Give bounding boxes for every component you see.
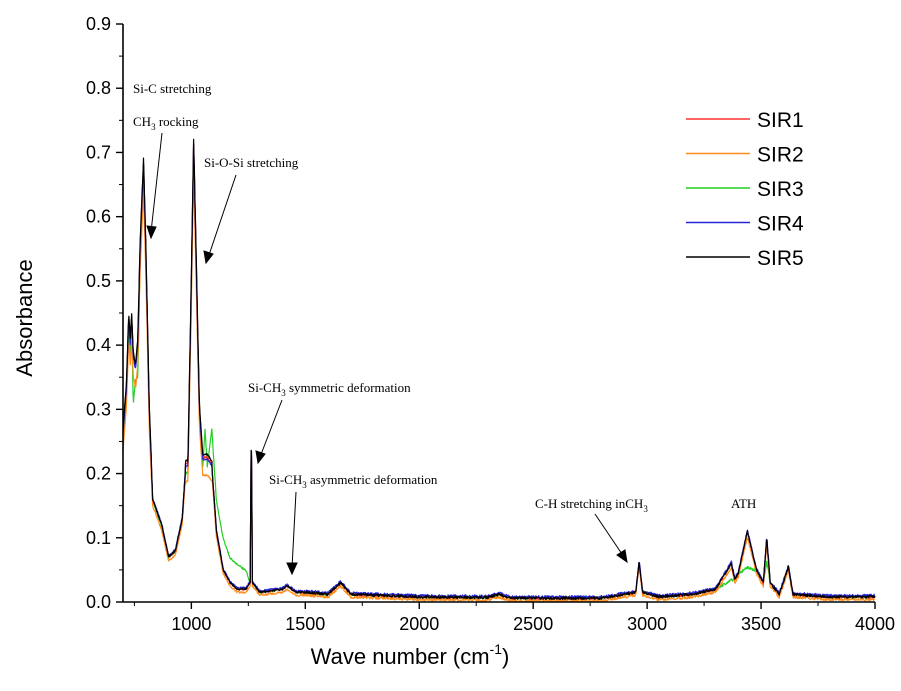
x-tick-label: 3000 xyxy=(627,614,667,634)
x-tick-label: 2500 xyxy=(513,614,553,634)
x-tick-label: 1500 xyxy=(285,614,325,634)
legend: SIR1 SIR2 SIR3 SIR4 SIR5 xyxy=(686,109,804,270)
annotation-ath: ATH xyxy=(731,496,756,511)
annotation-si-ch3-asym: Si-CH3 asymmetric deformation xyxy=(269,472,438,490)
arrow-si-ch3-asym xyxy=(291,491,297,569)
y-axis-title: Absorbance xyxy=(12,259,37,376)
y-tick-label: 0.8 xyxy=(86,78,111,98)
y-tick-label: 0.9 xyxy=(86,14,111,34)
annotations: Si-C stretching CH3 rocking Si-O-Si stre… xyxy=(133,81,756,576)
arrowhead-si-ch3-sym xyxy=(255,450,266,465)
legend-label-sir4: SIR4 xyxy=(757,213,804,236)
arrow-si-ch3-sym xyxy=(259,399,283,458)
annotation-ch-stretching-sub: 3 xyxy=(643,504,648,514)
arrowhead-si-o-si xyxy=(203,250,214,265)
series-line-sir2 xyxy=(122,172,876,603)
annotation-ch-stretching: C-H stretching inCH3 xyxy=(535,496,648,514)
annotation-ch3-rocking-sub: 3 xyxy=(151,122,156,132)
arrow-ch-stretching xyxy=(594,513,625,558)
legend-label-sir2: SIR2 xyxy=(757,144,804,167)
x-axis-title-sup: -1 xyxy=(490,641,503,657)
x-axis-title-main: Wave number (cm xyxy=(311,644,490,669)
y-ticks: 0.0 0.1 0.2 0.3 0.4 0.5 0.6 0.7 0.8 0.9 xyxy=(86,14,123,612)
annotation-si-c: Si-C stretching xyxy=(133,81,212,96)
arrow-si-o-si xyxy=(207,174,237,259)
annotation-si-ch3-asym-main: Si-CH xyxy=(269,472,302,487)
x-tick-label: 4000 xyxy=(855,614,895,634)
annotation-ch3-rocking: CH3 rocking xyxy=(133,114,199,132)
annotation-si-ch3-sym-rest: symmetric deformation xyxy=(286,380,411,395)
y-tick-label: 0.5 xyxy=(86,271,111,291)
y-tick-label: 0.3 xyxy=(86,399,111,419)
legend-label-sir3: SIR3 xyxy=(757,178,804,201)
y-tick-label: 0.7 xyxy=(86,142,111,162)
annotation-si-ch3-asym-sub: 3 xyxy=(302,480,307,490)
arrowhead-ch3-rocking xyxy=(146,225,157,240)
legend-label-sir1: SIR1 xyxy=(757,109,804,132)
annotation-arrows xyxy=(146,132,628,576)
y-tick-label: 0.6 xyxy=(86,207,111,227)
annotation-si-ch3-asym-rest: asymmetric deformation xyxy=(307,472,438,487)
y-tick-label: 0.0 xyxy=(86,592,111,612)
y-tick-label: 0.4 xyxy=(86,335,111,355)
y-tick-label: 0.2 xyxy=(86,464,111,484)
annotation-si-ch3-sym-main: Si-CH xyxy=(248,380,281,395)
annotation-ch-stretching-main: C-H stretching inCH xyxy=(535,496,643,511)
annotation-ch3-rocking-rest: rocking xyxy=(156,114,199,129)
annotation-si-ch3-sym-sub: 3 xyxy=(281,388,286,398)
arrow-ch3-rocking xyxy=(150,132,163,233)
x-axis-title-end: ) xyxy=(502,644,509,669)
series-line-sir5 xyxy=(122,138,876,600)
arrowhead-si-ch3-asym xyxy=(286,562,298,576)
x-ticks: 1000 1500 2000 2500 3000 3500 4000 xyxy=(133,602,895,634)
x-tick-label: 1000 xyxy=(171,614,211,634)
series-layer xyxy=(122,138,876,603)
x-axis-title: Wave number (cm-1) xyxy=(311,641,510,669)
x-tick-label: 3500 xyxy=(741,614,781,634)
annotation-si-o-si: Si-O-Si stretching xyxy=(204,155,299,170)
annotation-ch3-rocking-main: CH xyxy=(133,114,151,129)
y-tick-label: 0.1 xyxy=(86,528,111,548)
legend-label-sir5: SIR5 xyxy=(757,247,804,270)
x-tick-label: 2000 xyxy=(399,614,439,634)
annotation-si-ch3-sym: Si-CH3 symmetric deformation xyxy=(248,380,411,398)
arrowhead-ch-stretching xyxy=(616,549,628,564)
